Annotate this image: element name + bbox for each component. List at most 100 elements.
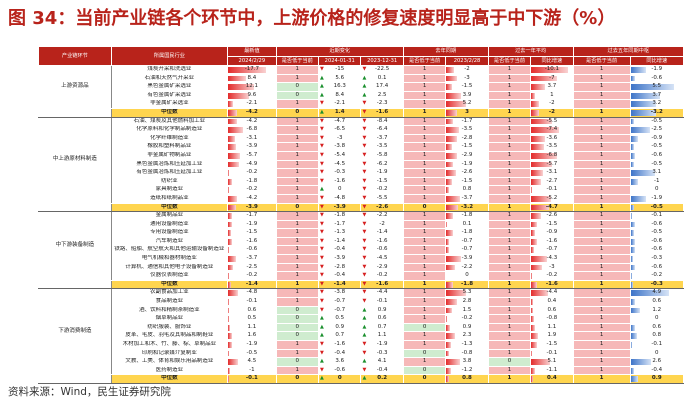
flag-cell: 1	[275, 211, 320, 221]
flag-cell: 1	[487, 99, 532, 109]
number-value: -0.3	[376, 349, 388, 356]
down-triangle-icon: ▼	[362, 237, 367, 244]
number-value: -0.6	[651, 74, 663, 81]
flag-value: 1	[599, 366, 604, 373]
flag-value: 1	[599, 100, 604, 107]
number-value: -3.2	[650, 108, 663, 115]
header-cell: 所属国民行业	[110, 46, 229, 66]
flag-cell: 1	[487, 193, 532, 204]
number-value: -0.9	[651, 134, 663, 141]
flag-cell: 1	[275, 193, 320, 204]
number-value: 3.8	[462, 358, 472, 365]
flag-value: 1	[507, 100, 512, 107]
number-value: -7.4	[546, 126, 558, 133]
value-cell: ▼ -2.8	[318, 262, 362, 273]
table-row: 造纸和纸制品业 -4.2 1 ▼ -4.8 ▼ -5.5 1 -3.7 1 -5.2 1 -1.9	[39, 193, 685, 204]
value-bar	[446, 238, 449, 245]
group-label: 上游资源品	[38, 65, 112, 109]
flag-cell: 1	[572, 168, 631, 178]
flag-value: 1	[599, 143, 604, 150]
number-value: 5.1	[547, 358, 557, 365]
number-value: 0.6	[652, 323, 662, 330]
flag-value: 1	[599, 246, 604, 253]
header-row: 产业链环节 所属国民行业 最新值 近期变化 去年同期 过去一年平均 过去五年同期中枢	[38, 46, 685, 66]
value-cell: ▲ 0	[318, 374, 362, 384]
number-value: 0.6	[247, 306, 257, 313]
number-value: 0.8	[652, 332, 662, 339]
value-bar	[228, 238, 232, 245]
flag-cell: 1	[487, 331, 532, 341]
flag-cell: 1	[402, 271, 447, 281]
number-value: -1.6	[334, 341, 346, 347]
value-bar	[228, 359, 238, 365]
flag-cell: 1	[402, 125, 447, 135]
number-value: -6.2	[376, 160, 388, 167]
number-value: 3.2	[652, 100, 662, 107]
up-triangle-icon: ▲	[362, 323, 367, 330]
flag-cell: 1	[487, 365, 532, 376]
value-cell: -3.1	[530, 168, 574, 178]
value-bar	[228, 152, 241, 159]
value-bar	[446, 118, 453, 125]
down-triangle-icon: ▼	[320, 134, 324, 141]
industry-name: 专用设备制造业	[110, 228, 229, 238]
number-value: -1.6	[334, 177, 346, 184]
value-cell: -4.3	[530, 254, 574, 264]
value-cell: -0.5	[227, 348, 277, 359]
value-bar	[228, 109, 238, 116]
value-bar	[228, 221, 233, 228]
down-triangle-icon: ▼	[320, 160, 324, 167]
flag-value: 1	[507, 349, 512, 356]
flag-value: 1	[295, 74, 300, 81]
value-cell: ▲ 5.6	[318, 73, 362, 84]
flag-value: 1	[295, 66, 300, 72]
number-value: 3.7	[547, 83, 557, 90]
value-cell: ▲ 1.4	[318, 107, 362, 118]
number-value: -3	[336, 134, 343, 141]
value-cell: ▼ -1.6	[318, 176, 362, 187]
subheader-cell: 2023-12-31	[360, 55, 404, 66]
number-value: -1.3	[334, 229, 346, 236]
flag-cell: 1	[402, 305, 447, 316]
down-triangle-icon: ▼	[362, 126, 367, 133]
value-cell: 1.9	[530, 331, 574, 341]
value-cell: ▲ 16.3	[318, 82, 362, 92]
number-value: 9.6	[247, 91, 257, 98]
value-bar	[531, 247, 534, 254]
value-cell: 1.1	[227, 322, 277, 333]
value-cell: 2.3	[445, 331, 489, 341]
down-triangle-icon: ▼	[362, 177, 367, 184]
value-cell: -0.1	[629, 340, 685, 350]
flag-cell: 1	[572, 271, 631, 281]
value-bar	[531, 67, 569, 73]
value-bar	[446, 316, 448, 323]
median-group-blank	[38, 374, 112, 384]
number-value: -0.2	[246, 272, 258, 279]
value-bar	[631, 247, 636, 254]
median-group-blank	[38, 107, 112, 118]
down-triangle-icon: ▼	[320, 203, 324, 210]
value-cell: ▼ -3	[318, 133, 362, 144]
flag-value: 1	[599, 169, 604, 176]
number-value: -1.7	[246, 212, 258, 219]
value-cell: 0.4	[530, 374, 574, 384]
flag-value: 1	[507, 255, 512, 262]
down-triangle-icon: ▼	[362, 134, 367, 141]
flag-cell: 1	[572, 322, 631, 333]
value-cell: ▼ -6.5	[318, 125, 362, 135]
flag-cell: 1	[275, 254, 320, 264]
value-cell: -3.5	[530, 142, 574, 152]
value-bar	[446, 84, 452, 90]
value-cell: -0.8	[445, 348, 489, 359]
flag-value: 1	[295, 289, 300, 296]
flag-value: 1	[599, 349, 604, 356]
table-row: 下游消费制造 农副食品加工业 -4.8 1 ▼ -3.8 ▼ -4.4 1 5.3 1 -4.4 1 4.…	[38, 288, 685, 376]
number-value: -0.5	[246, 349, 258, 356]
flag-cell: 1	[402, 228, 447, 238]
flag-value: 1	[422, 255, 427, 262]
flag-cell: 1	[487, 150, 532, 161]
up-triangle-icon: ▲	[362, 83, 367, 90]
number-value: -0.2	[376, 186, 388, 193]
number-value: -5.7	[246, 151, 258, 158]
value-bar	[446, 213, 453, 219]
